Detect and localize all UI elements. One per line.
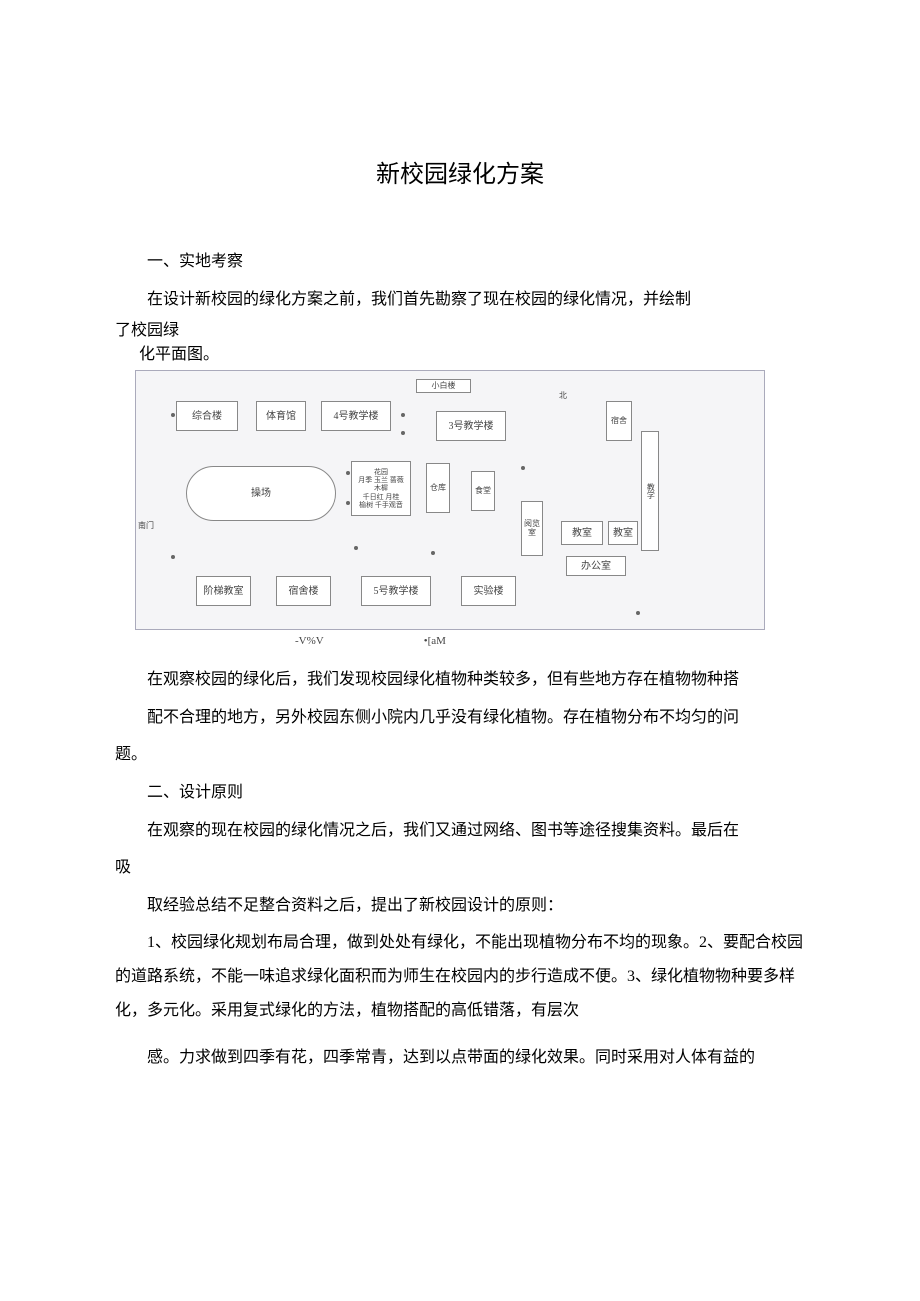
v-edge: 教学 xyxy=(641,431,659,551)
dorm-east-a: 宿舍 xyxy=(606,401,632,441)
tree-marker xyxy=(346,471,350,475)
reading-room: 阅览室 xyxy=(521,501,543,556)
playground: 操场 xyxy=(186,466,336,521)
dorm-bldg: 宿舍楼 xyxy=(276,576,331,606)
south-gate: 南门 xyxy=(136,511,156,541)
s1-p2: 了校园绿 xyxy=(115,321,805,342)
garden: 花园 月季 玉兰 蔷薇 木樨 千日红 月桂 榆树 千手观音 xyxy=(351,461,411,516)
s2-p1: 在观察的现在校园的绿化情况之后，我们又通过网络、图书等途径搜集资料。最后在 xyxy=(115,814,805,848)
gymnasium: 体育馆 xyxy=(256,401,306,431)
s2-p2: 吸 xyxy=(115,851,805,885)
tree-marker xyxy=(171,413,175,417)
lab-bldg: 实验楼 xyxy=(461,576,516,606)
tree-marker xyxy=(171,555,175,559)
s1-obs2: 配不合理的地方，另外校园东侧小院内几乎没有绿化植物。存在植物分布不均匀的问 xyxy=(115,701,805,735)
teaching-bldg-4: 4号教学楼 xyxy=(321,401,391,431)
s1-p1: 在设计新校园的绿化方案之前，我们首先勘察了现在校园的绿化情况，并绘制 xyxy=(115,283,805,317)
tree-marker xyxy=(401,431,405,435)
teaching-bldg-3: 3号教学楼 xyxy=(436,411,506,441)
office: 办公室 xyxy=(566,556,626,576)
s1-obs3: 题。 xyxy=(115,738,805,772)
tree-marker xyxy=(354,546,358,550)
s2-heading: 二、设计原则 xyxy=(115,776,805,810)
diagram-footer-b: •[aM xyxy=(424,630,446,653)
tmp-b: 食堂 xyxy=(471,471,495,511)
diagram-footer-a: -V%V xyxy=(295,630,324,653)
tree-marker xyxy=(521,466,525,470)
amphitheater: 阶梯教室 xyxy=(196,576,251,606)
s1-obs1: 在观察校园的绿化后，我们发现校园绿化植物种类较多，但有些地方存在植物物种搭 xyxy=(115,663,805,697)
small-white-bldg: 小白楼 xyxy=(416,379,471,393)
classroom-b: 教室 xyxy=(608,521,638,545)
s1-p3: 化平面图。 xyxy=(115,345,805,366)
tree-marker xyxy=(636,611,640,615)
s2-p5: 感。力求做到四季有花，四季常青，达到以点带面的绿化效果。同时采用对人体有益的 xyxy=(115,1041,805,1075)
tree-marker xyxy=(401,413,405,417)
s1-heading: 一、实地考察 xyxy=(115,245,805,279)
comprehensive-bldg: 综合楼 xyxy=(176,401,238,431)
campus-diagram-wrap: 小白楼综合楼体育馆 4号教学楼 3号教学楼 北宿舍操场花园 月季 玉兰 蔷薇 木樨 千… xyxy=(135,370,805,653)
north-label: 北 xyxy=(556,389,570,403)
teaching-bldg-5: 5号教学楼 xyxy=(361,576,431,606)
tmp-a: 仓库 xyxy=(426,463,450,513)
s2-p3: 取经验总结不足整合资料之后，提出了新校园设计的原则： xyxy=(115,889,805,923)
doc-title: 新校园绿化方案 xyxy=(115,150,805,200)
campus-plan-diagram: 小白楼综合楼体育馆 4号教学楼 3号教学楼 北宿舍操场花园 月季 玉兰 蔷薇 木樨 千… xyxy=(135,370,765,630)
s2-p4: 1、校园绿化规划布局合理，做到处处有绿化，不能出现植物分布不均的现象。2、要配合… xyxy=(115,926,805,1027)
tree-marker xyxy=(431,551,435,555)
classroom-a: 教室 xyxy=(561,521,603,545)
tree-marker xyxy=(346,501,350,505)
